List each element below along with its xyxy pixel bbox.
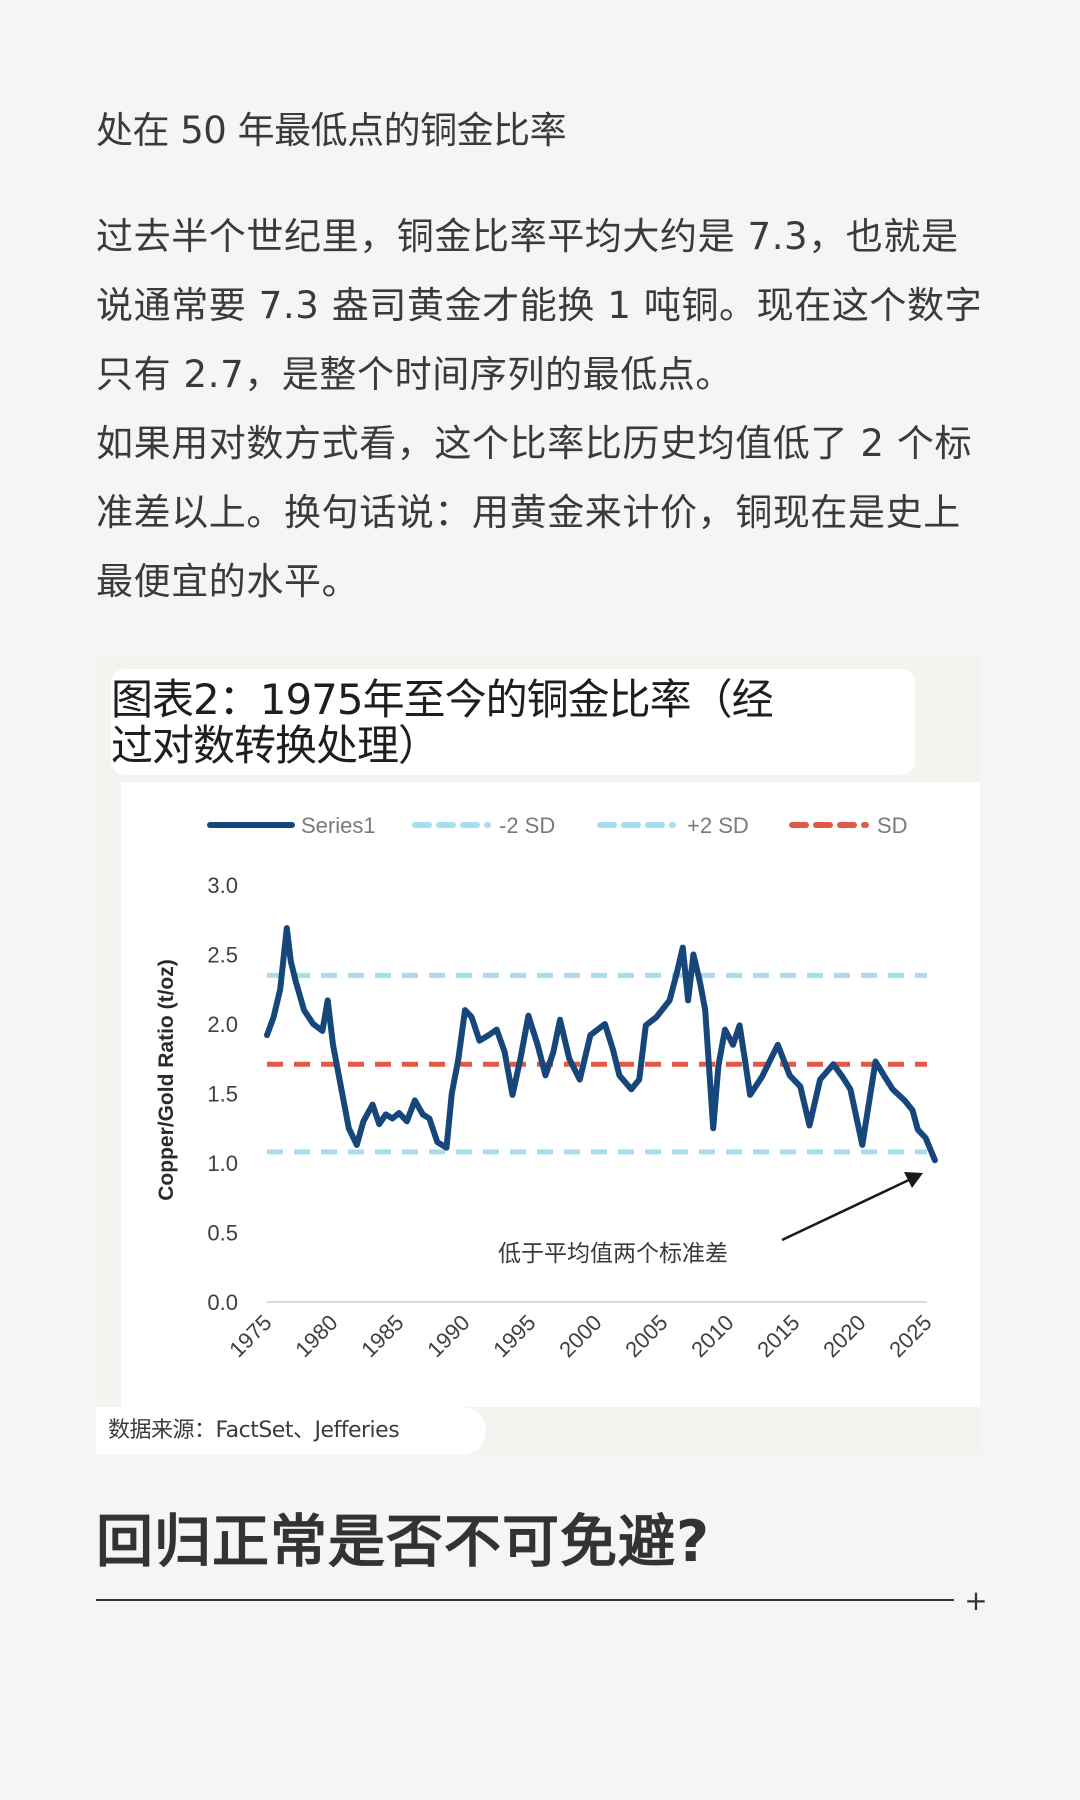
paragraph-1: 过去半个世纪里，铜金比率平均大约是 7.3，也就是说通常要 7.3 盎司黄金才能… xyxy=(96,215,983,396)
y-axis-title: Copper/Gold Ratio (t/oz) xyxy=(155,959,178,1200)
x-tick-label: 2005 xyxy=(620,1310,672,1362)
legend-label: SD xyxy=(877,813,908,838)
x-tick-label: 1980 xyxy=(290,1310,342,1362)
chart-title-line-2: 过对数转换处理） xyxy=(111,721,440,770)
y-tick-label: 1.5 xyxy=(207,1082,238,1107)
y-tick-label: 2.5 xyxy=(207,943,238,968)
series-line xyxy=(264,925,938,1164)
annotation-arrow-shaft xyxy=(781,1177,912,1242)
x-tick-label: 2010 xyxy=(686,1310,738,1362)
y-tick-label: 2.0 xyxy=(207,1012,238,1037)
arrow-head-icon xyxy=(904,1172,923,1188)
section-divider xyxy=(96,1599,954,1601)
x-tick-label: 1975 xyxy=(224,1310,276,1362)
chart-figure: 图表2：1975年至今的铜金比率（经 过对数转换处理） Series1 -2 SD… xyxy=(96,655,980,1455)
y-tick-label: 3.0 xyxy=(207,873,238,898)
chart-title: 图表2：1975年至今的铜金比率（经 过对数转换处理） xyxy=(111,669,915,775)
x-tick-label: 1985 xyxy=(356,1310,408,1362)
annotation-text: 低于平均值两个标准差 xyxy=(498,1241,728,1267)
x-tick-label: 2020 xyxy=(818,1310,870,1362)
y-tick-label: 0.5 xyxy=(207,1221,238,1246)
article-subtitle: 处在 50 年最低点的铜金比率 xyxy=(96,109,567,152)
x-tick-label: 2015 xyxy=(752,1310,804,1362)
y-tick-label: 1.0 xyxy=(207,1151,238,1176)
section-heading: 回归正常是否不可免避? xyxy=(96,1509,711,1575)
legend-label: Series1 xyxy=(301,813,376,838)
article-body: 过去半个世纪里，铜金比率平均大约是 7.3，也就是说通常要 7.3 盎司黄金才能… xyxy=(96,202,996,616)
x-tick-label: 1995 xyxy=(488,1310,540,1362)
chart-panel: Series1 -2 SD +2 SD SD 0.0 0.5 1.0 1.5 2.0 2.5 3.0… xyxy=(121,782,980,1407)
x-tick-label: 2025 xyxy=(884,1310,936,1362)
x-tick-label: 2000 xyxy=(554,1310,606,1362)
line-chart: Series1 -2 SD +2 SD SD 0.0 0.5 1.0 1.5 2.0 2.5 3.0… xyxy=(155,813,938,1362)
paragraph-2: 如果用对数方式看，这个比率比历史均值低了 2 个标准差以上。换句话说：用黄金来计… xyxy=(96,422,973,603)
x-tick-label: 1990 xyxy=(422,1310,474,1362)
legend-label: +2 SD xyxy=(687,813,749,838)
chart-title-line-1: 图表2：1975年至今的铜金比率（经 xyxy=(111,675,774,724)
y-tick-label: 0.0 xyxy=(207,1290,238,1315)
legend-label: -2 SD xyxy=(499,813,555,838)
chart-source: 数据来源：FactSet、Jefferies xyxy=(96,1407,486,1455)
plus-icon[interactable]: + xyxy=(964,1584,988,1617)
